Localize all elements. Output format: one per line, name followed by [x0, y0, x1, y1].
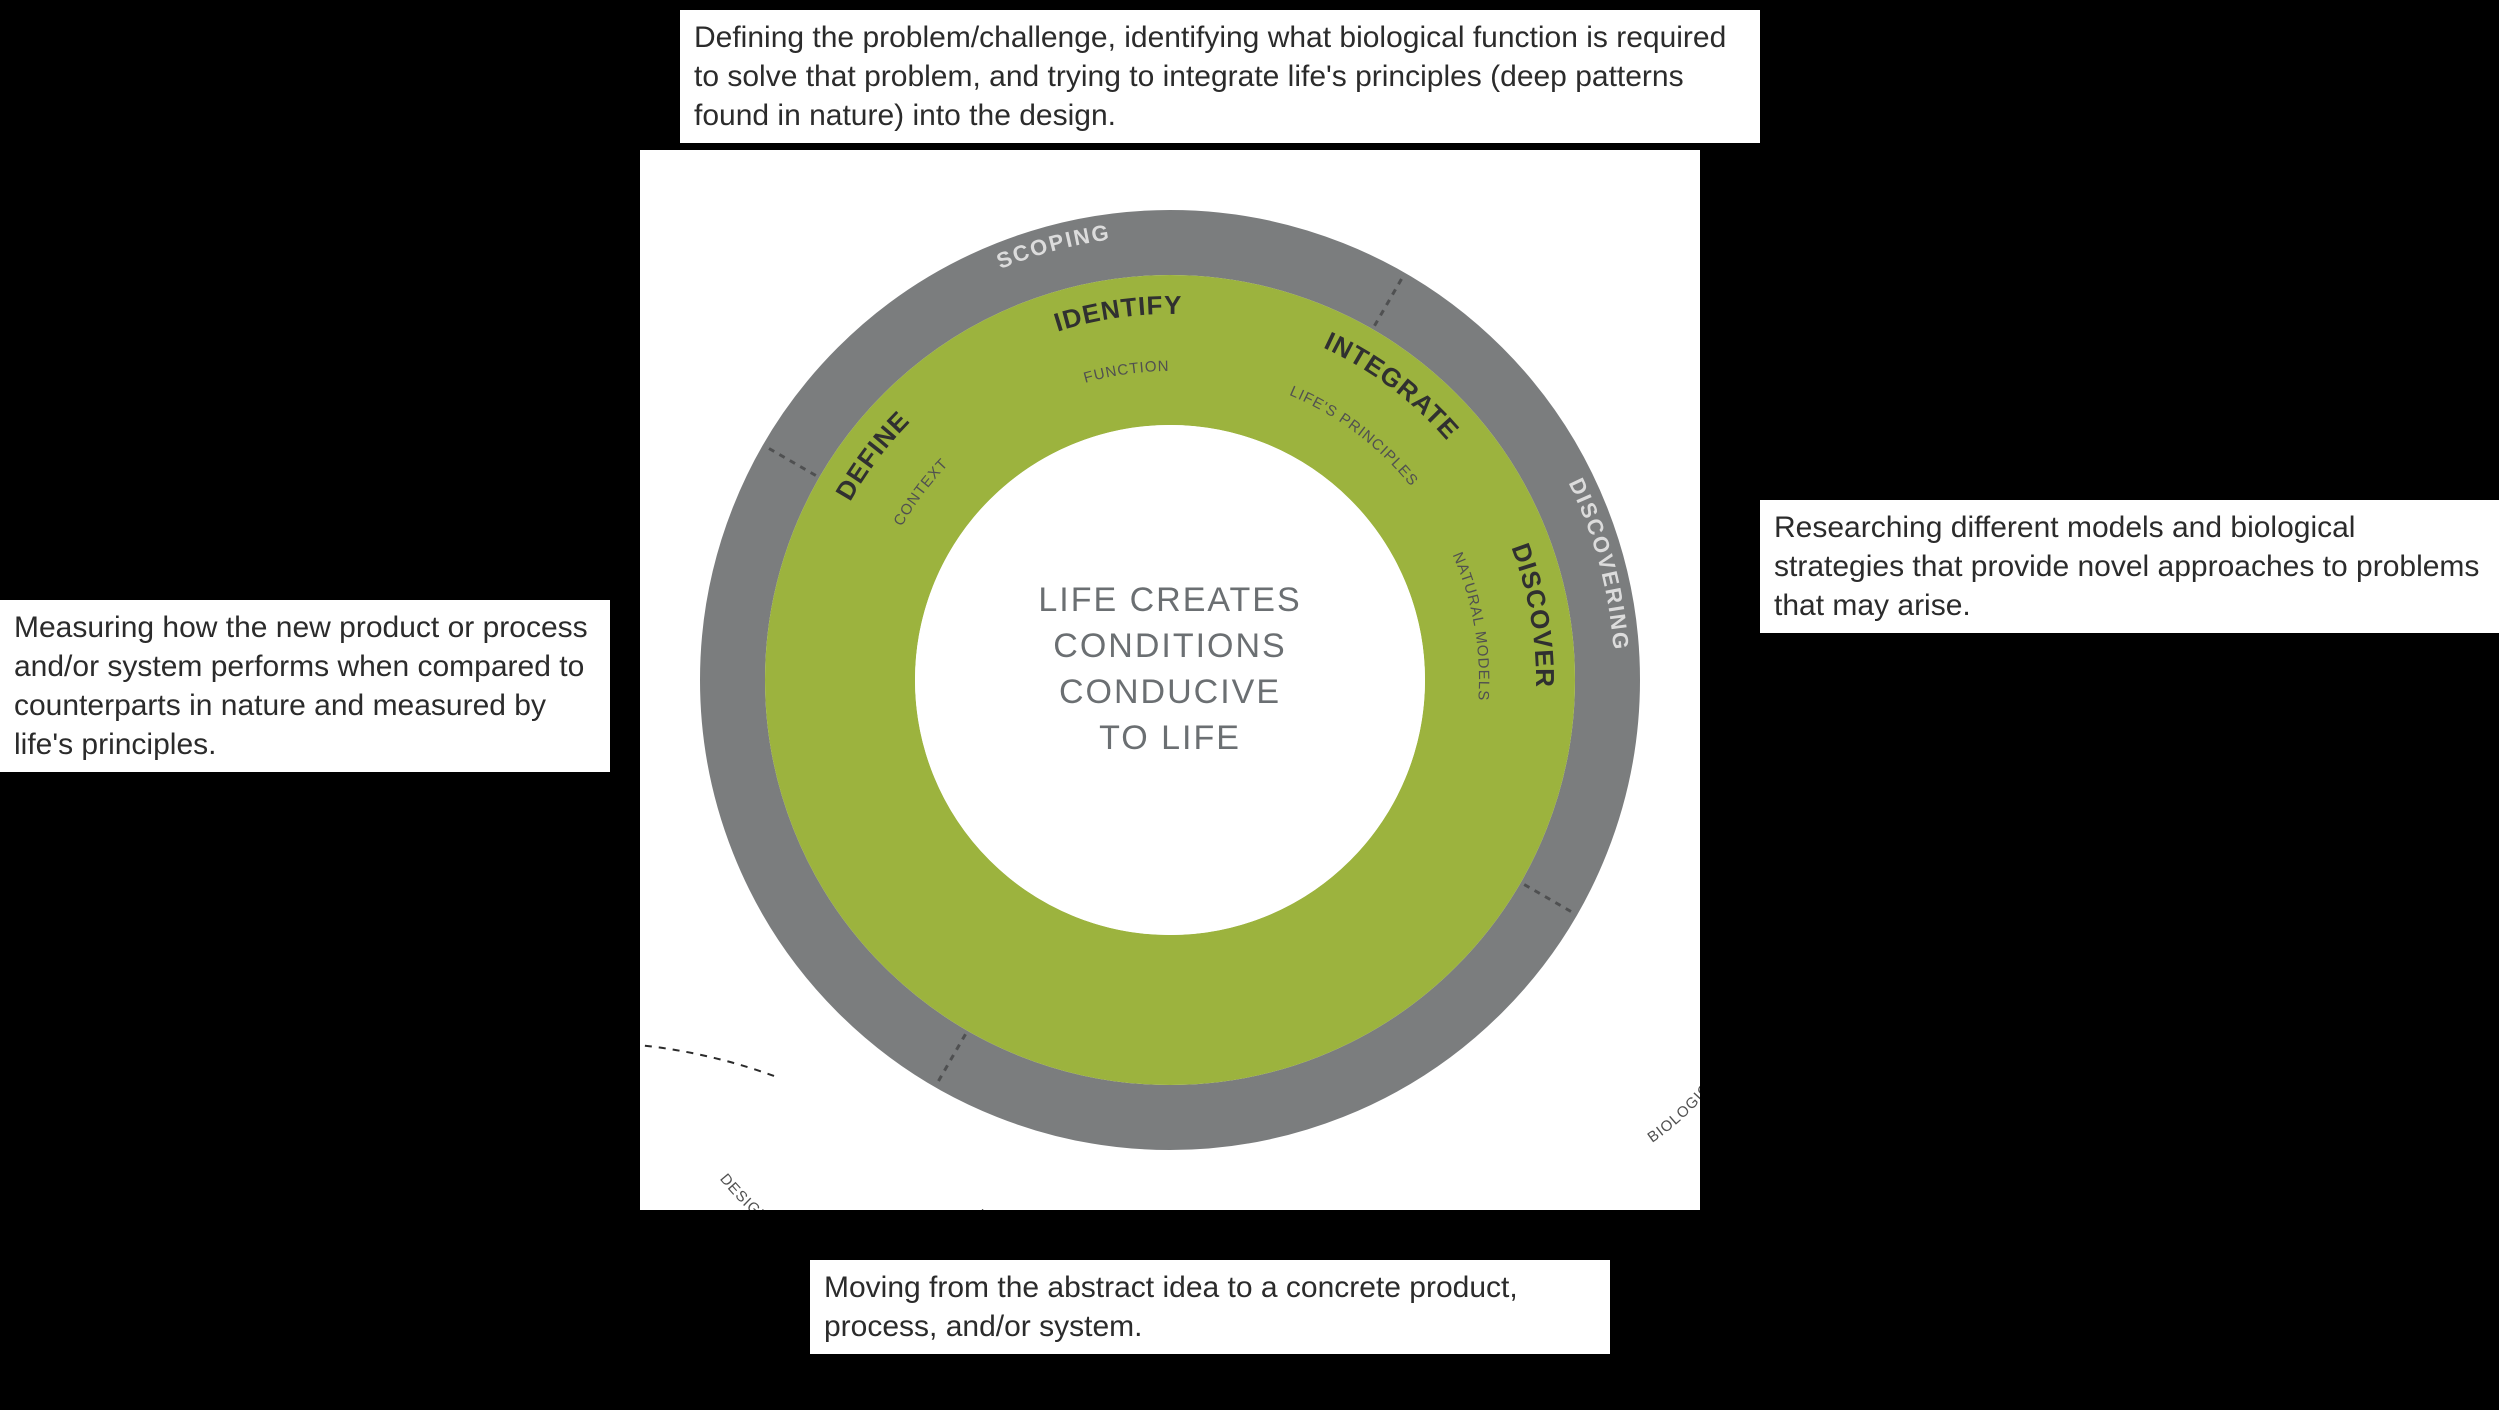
step-subtitle: BIOLOGICAL STRATEGIES — [1645, 971, 1700, 1146]
caption-top-text: Defining the problem/challenge, identify… — [694, 21, 1726, 132]
step-subtitle: DESIGN PRINCIPLES — [716, 1170, 859, 1210]
biomimicry-wheel: SCOPINGDISCOVERINGCREATINGEVALUATINGIDEN… — [640, 150, 1700, 1210]
center-line: LIFE CREATES — [1038, 581, 1301, 619]
caption-left-text: Measuring how the new product or process… — [14, 611, 588, 761]
center-line: CONDUCIVE — [1059, 673, 1281, 711]
caption-right-text: Researching different models and biologi… — [1774, 511, 2479, 622]
caption-top: Defining the problem/challenge, identify… — [680, 10, 1760, 143]
caption-bottom: Moving from the abstract idea to a concr… — [810, 1260, 1610, 1354]
center-line: TO LIFE — [1099, 719, 1241, 757]
diagram-panel: SCOPINGDISCOVERINGCREATINGEVALUATINGIDEN… — [640, 150, 1700, 1210]
caption-bottom-text: Moving from the abstract idea to a concr… — [824, 1271, 1518, 1343]
center-line: CONDITIONS — [1053, 627, 1286, 665]
caption-left: Measuring how the new product or process… — [0, 600, 610, 772]
caption-right: Researching different models and biologi… — [1760, 500, 2499, 633]
